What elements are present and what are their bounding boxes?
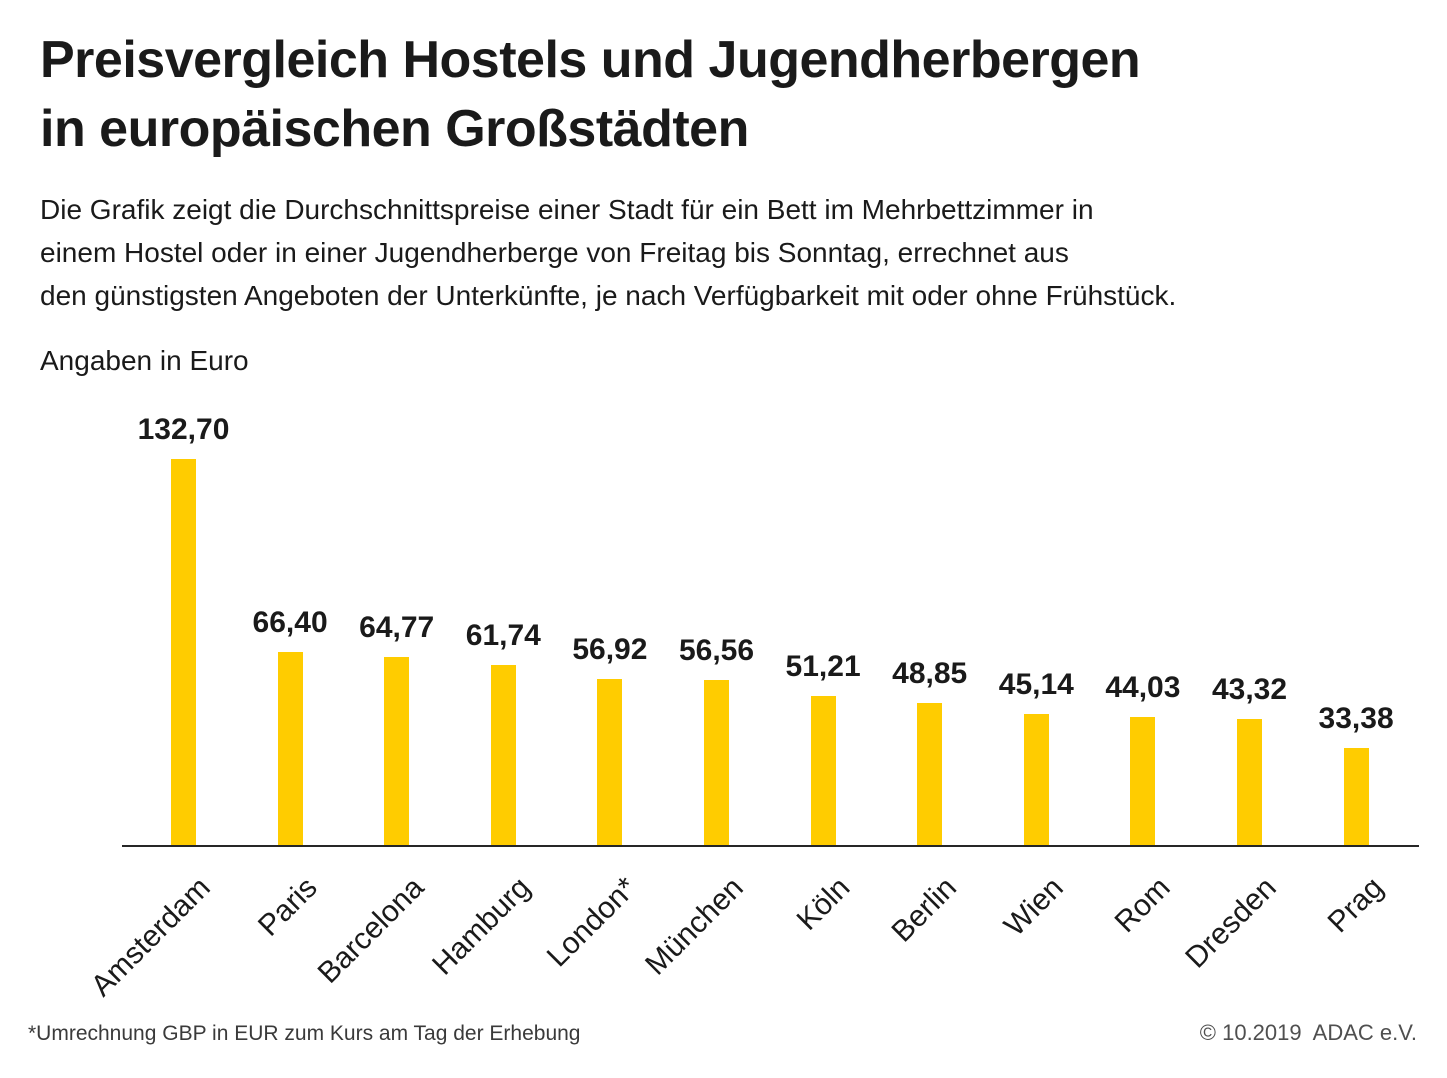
bar [810, 696, 836, 845]
x-axis-label: Amsterdam [85, 871, 217, 1003]
bar-value-label: 43,32 [1211, 673, 1288, 706]
bar [917, 703, 943, 845]
bar-value-label: 56,92 [572, 633, 648, 666]
bar-value-label: 61,74 [465, 619, 541, 652]
bar-value-label: 64,77 [359, 611, 435, 644]
bar [1343, 748, 1369, 845]
footer: *Umrechnung GBP in EUR zum Kurs am Tag d… [0, 1020, 1447, 1046]
x-axis-label: Rom [1108, 871, 1177, 940]
bar [490, 665, 516, 845]
bar-value-label: 51,21 [785, 650, 861, 683]
copyright-text: © 10.2019 ADAC e.V. [1199, 1020, 1417, 1045]
x-axis-label: Prag [1321, 871, 1390, 940]
bar [1023, 714, 1049, 845]
x-axis-label: Hamburg [426, 871, 537, 982]
bar [277, 652, 303, 845]
footnote-text: *Umrechnung GBP in EUR zum Kurs am Tag d… [28, 1022, 581, 1045]
bar-chart-plot-area: 132,70 66,40 64,77 61,74 56,92 56,56 51,21 48,8… [122, 413, 1419, 847]
bar [1130, 717, 1156, 845]
x-axis-label: Köln [790, 871, 857, 937]
x-axis-label: Wien [997, 871, 1070, 943]
bar-value-label: 56,56 [678, 634, 755, 667]
chart-description: Die Grafik zeigt die Durchschnittspreise… [40, 194, 1177, 311]
x-axis-label: Paris [251, 871, 324, 943]
x-axis-labels: Amsterdam Paris Barcelona Hamburg London* Mün… [85, 859, 1419, 1009]
bar [171, 459, 196, 845]
x-axis-label: Dresden [1179, 871, 1283, 975]
units-label: Angaben in Euro [40, 345, 249, 376]
bar-value-label: 66,40 [252, 606, 328, 639]
x-axis-label: München [639, 871, 750, 982]
bar [1237, 719, 1262, 845]
x-axis-label: London* [540, 871, 644, 974]
bar [384, 657, 410, 845]
x-axis-label: Berlin [885, 871, 964, 949]
page-title: Preisvergleich Hostels und Jugendherberg… [40, 31, 1141, 158]
bar [704, 680, 729, 845]
bar [597, 679, 623, 845]
bar-value-label: 33,38 [1318, 702, 1394, 735]
bar-value-label: 45,14 [998, 668, 1074, 701]
bar-value-label: 132,70 [137, 413, 230, 446]
x-axis-label: Barcelona [311, 871, 431, 990]
bar-value-label: 44,03 [1105, 671, 1181, 704]
bar-value-label: 48,85 [892, 657, 968, 690]
